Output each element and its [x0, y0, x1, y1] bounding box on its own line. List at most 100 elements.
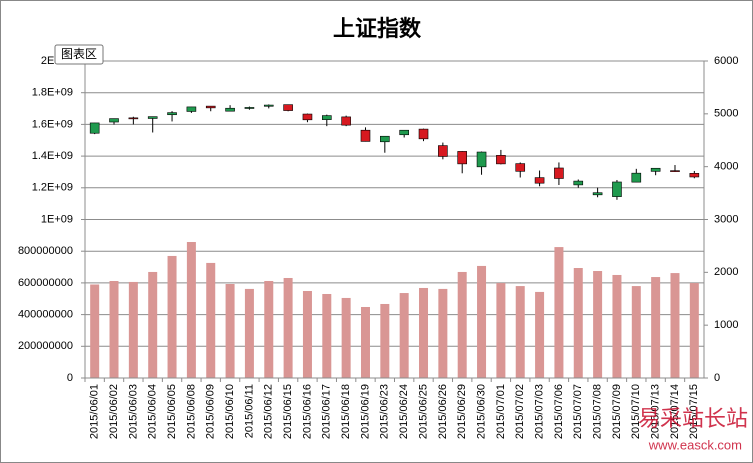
volume-bar [322, 293, 332, 378]
x-tick-label: 2015/06/16 [301, 384, 313, 439]
candle-body [225, 107, 235, 112]
x-tick-label: 2015/06/29 [456, 384, 468, 439]
x-tick-label: 2015/07/01 [495, 384, 507, 439]
volume-bar [612, 274, 622, 378]
x-tick-label: 2015/06/03 [127, 384, 139, 439]
candle-body [244, 107, 255, 109]
candle-body [89, 122, 100, 134]
x-tick-label: 2015/06/12 [263, 384, 275, 439]
x-tick-label: 2015/07/07 [572, 384, 584, 439]
volume-bar [515, 286, 525, 378]
volume-bar [573, 268, 583, 378]
volume-bar [360, 306, 370, 378]
y-tick-label: 1.2E+09 [32, 182, 73, 194]
y2-tick-label: 3000 [714, 213, 738, 225]
x-tick-label: 2015/06/08 [185, 384, 197, 439]
candle-body [167, 112, 177, 116]
x-tick-label: 2015/06/25 [417, 384, 429, 439]
candle-body [186, 106, 197, 112]
volume-bar [535, 291, 545, 378]
x-tick-label: 2015/06/17 [321, 384, 333, 439]
volume-bar [264, 280, 274, 378]
volume-bar [554, 247, 564, 378]
candle-body [496, 155, 506, 165]
y2-tick-label: 1000 [714, 319, 738, 331]
y-tick-label: 1.6E+09 [32, 118, 73, 130]
x-tick-label: 2015/06/11 [243, 384, 255, 438]
candle-body [128, 117, 139, 120]
y-tick-label: 1.8E+09 [32, 87, 73, 99]
candle-body [263, 104, 274, 107]
x-tick-label: 2015/06/26 [437, 384, 449, 439]
y-tick-label: 800000000 [18, 245, 73, 257]
x-tick-label: 2015/07/13 [650, 384, 662, 439]
x-tick-label: 2015/06/24 [398, 384, 410, 439]
candle-body [631, 172, 642, 183]
volume-bar [399, 293, 409, 378]
volume-bar [689, 283, 699, 378]
x-tick-label: 2015/06/19 [359, 384, 371, 439]
x-tick-label: 2015/07/08 [592, 384, 604, 439]
watermark-url: www.easck.com [648, 437, 742, 452]
candle-body [670, 170, 680, 172]
x-tick-label: 2015/07/15 [688, 384, 700, 439]
candle-body [399, 129, 409, 136]
volume-bar [419, 287, 429, 378]
tooltip-text: 图表区 [61, 47, 97, 61]
candle-body [612, 181, 622, 197]
candle-body [554, 167, 564, 179]
x-tick-label: 2015/07/03 [533, 384, 545, 439]
volume-bar [380, 303, 390, 378]
candle-body [147, 116, 158, 119]
y2-tick-label: 6000 [714, 55, 738, 67]
tooltip-box [54, 44, 104, 65]
candle-body [515, 163, 526, 172]
volume-bar [477, 265, 487, 378]
x-tick-label: 2015/06/10 [224, 384, 236, 439]
volume-bar [109, 280, 119, 378]
volume-bar [631, 286, 641, 378]
x-tick-label: 2015/07/02 [514, 384, 526, 439]
y-tick-label: 200000000 [18, 340, 73, 352]
x-tick-label: 2015/06/01 [89, 384, 101, 439]
x-tick-label: 2015/06/02 [108, 384, 120, 439]
y2-tick-label: 0 [714, 372, 720, 384]
volume-bar [670, 273, 680, 378]
volume-bar [438, 288, 448, 378]
candle-body [476, 151, 487, 168]
y-tick-label: 0 [67, 372, 73, 384]
y2-tick-label: 5000 [714, 108, 738, 120]
x-tick-label: 2015/07/06 [553, 384, 565, 439]
volume-bar [457, 271, 467, 378]
y2-tick-label: 4000 [714, 161, 738, 173]
x-tick-label: 2015/06/30 [475, 384, 487, 439]
x-tick-label: 2015/06/09 [205, 384, 217, 439]
x-tick-label: 2015/06/23 [379, 384, 391, 439]
volume-bar [90, 284, 100, 378]
candle-body [573, 180, 584, 186]
y-tick-label: 1E+09 [41, 213, 73, 225]
volume-bar [225, 284, 235, 378]
candle-body [302, 113, 313, 121]
volume-bar [651, 277, 661, 378]
watermark: 易采站长站 [638, 406, 748, 431]
candle-body [592, 192, 603, 196]
volume-bar [186, 242, 196, 378]
candle-body [650, 167, 661, 172]
candle-body [418, 128, 429, 140]
x-tick-label: 2015/06/04 [147, 384, 159, 439]
x-tick-label: 2015/06/15 [282, 384, 294, 439]
y-tick-label: 600000000 [18, 277, 73, 289]
y2-tick-label: 2000 [714, 266, 738, 278]
x-tick-label: 2015/07/14 [669, 384, 681, 439]
volume-bar [206, 262, 216, 378]
y-tick-label: 1.4E+09 [32, 150, 73, 162]
volume-bar [496, 283, 506, 378]
volume-bar [128, 281, 138, 378]
x-tick-label: 2015/06/05 [166, 384, 178, 439]
candle-body [360, 129, 371, 142]
volume-bar [244, 288, 254, 378]
volume-bar [302, 290, 312, 378]
